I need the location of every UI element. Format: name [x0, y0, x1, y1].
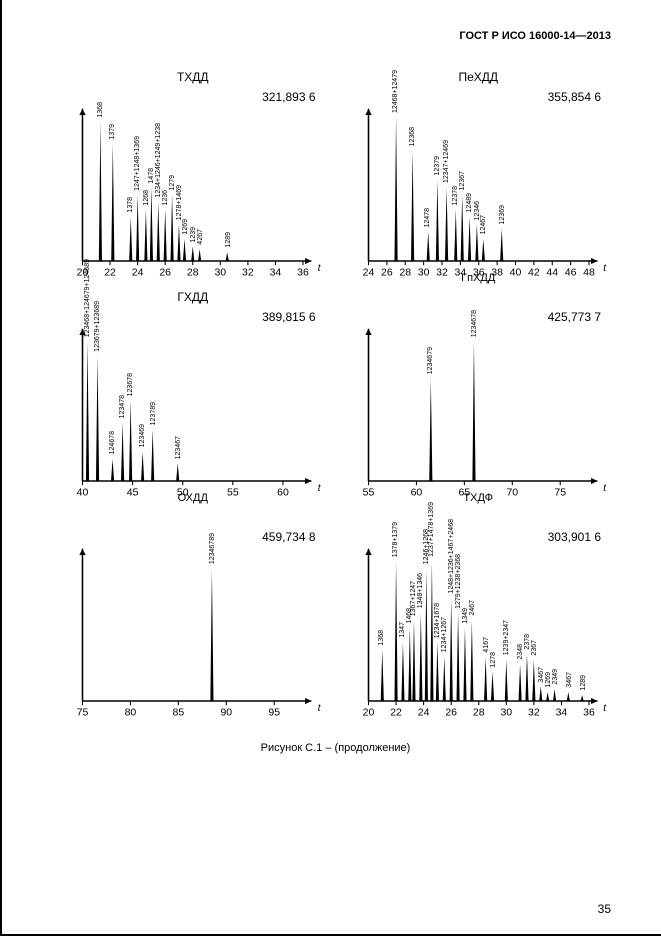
- chart-mass-label: 459,734 8: [262, 530, 315, 544]
- peak-label: 12369: [499, 205, 506, 224]
- chart-mass-label: 389,815 6: [262, 310, 315, 324]
- chart-mass-label: 321,893 6: [262, 90, 315, 104]
- peak-label: 12346789: [209, 533, 216, 564]
- peak-label: 1347: [399, 622, 406, 638]
- charts-grid: 20 22 24 26 28 30 32 34 36 ТХДД 321,893 6 t 1368 137…: [60, 72, 611, 722]
- svg-text:26: 26: [159, 267, 171, 279]
- peak-label: 2349: [552, 669, 559, 685]
- peak-label: 124678: [109, 431, 116, 454]
- svg-text:24: 24: [132, 267, 144, 279]
- peak-label: 1289: [225, 232, 232, 248]
- peak-label: 123679+123689: [94, 301, 101, 352]
- peak-label: 1349: [462, 608, 469, 624]
- peak-label: 1278+1469: [176, 185, 183, 220]
- peak-label: 12367: [459, 171, 466, 190]
- document-header: ГОСТ Р ИСО 16000-14—2013: [60, 30, 611, 42]
- chart-bottom-title: ОХДД: [60, 492, 326, 504]
- peak-label: 1368: [97, 102, 104, 118]
- peak-label: 1348+1346: [417, 573, 424, 608]
- peak-label: 1379: [109, 124, 116, 140]
- svg-text:75: 75: [77, 707, 89, 719]
- peak-label: 1378+1379: [392, 522, 399, 557]
- peak-label: 123478: [119, 395, 126, 418]
- chromatogram-chart: 5560657075 425,773 7tТХДФ12346791234678: [346, 292, 612, 502]
- svg-text:30: 30: [500, 707, 512, 719]
- svg-text:28: 28: [187, 267, 199, 279]
- peak-label: 2367: [531, 640, 538, 656]
- peak-label: 1368: [378, 630, 385, 646]
- chart-title: ТХДД: [60, 70, 326, 84]
- peak-label: 2467: [469, 600, 476, 616]
- peak-label: 12379: [434, 156, 441, 175]
- svg-text:36: 36: [297, 267, 309, 279]
- peak-label: 1269: [182, 219, 189, 235]
- peak-label: 12368: [409, 127, 416, 146]
- svg-text:36: 36: [583, 707, 595, 719]
- peak-label: 1234+1267: [441, 617, 448, 652]
- peak-label: 1378: [127, 197, 134, 213]
- svg-text:34: 34: [270, 267, 282, 279]
- x-axis-label: t: [318, 703, 321, 714]
- peak-label: 3467: [566, 672, 573, 688]
- peak-label: 12489: [466, 193, 473, 212]
- peak-label: 1234+1678: [434, 603, 441, 638]
- peak-label: 1234678: [471, 310, 478, 337]
- svg-text:28: 28: [472, 707, 484, 719]
- peak-label: 4167: [483, 637, 490, 653]
- peak-label: 4267: [197, 229, 204, 245]
- svg-text:22: 22: [390, 707, 402, 719]
- chromatogram-chart: 20 22 24 26 28 30 32 34 36 303,901 6 t 1368 1378+13…: [346, 512, 612, 722]
- chromatogram-chart: 75 80 85 90 95 459,734 8 t 12346789: [60, 512, 326, 722]
- svg-text:95: 95: [268, 707, 280, 719]
- peak-label: 1237+1478+1369: [428, 502, 435, 557]
- svg-text:85: 85: [173, 707, 185, 719]
- chart-mass-label: 425,773 7: [548, 310, 601, 324]
- chart-title: ПеХДД: [346, 70, 612, 84]
- peak-label: 12478: [424, 208, 431, 227]
- chromatogram-chart: 4045505560 ГХДД389,815 6tОХДД123468+1246…: [60, 292, 326, 502]
- peak-label: 1278: [490, 652, 497, 668]
- chromatogram-chart: 24262830323436384042444648 ПеХДД355,854 …: [346, 72, 612, 282]
- svg-text:34: 34: [555, 707, 567, 719]
- peak-label: 123789: [150, 402, 157, 425]
- peak-label: 1248+1236+1467+2468: [448, 519, 455, 594]
- svg-text:24: 24: [417, 707, 429, 719]
- x-axis-label: t: [318, 263, 321, 274]
- peak-label: 12467: [480, 215, 487, 234]
- figure-caption: Рисунок С.1 – (продолжение): [60, 742, 611, 754]
- peak-label: 1279+1238+2368: [455, 554, 462, 609]
- chart-mass-label: 355,854 6: [548, 90, 601, 104]
- svg-text:80: 80: [125, 707, 137, 719]
- page-number: 35: [598, 902, 611, 916]
- chart-mass-label: 303,901 6: [548, 530, 601, 544]
- peak-label: 1247+1248+1369: [134, 136, 141, 191]
- svg-text:26: 26: [445, 707, 457, 719]
- peak-label: 123467: [175, 436, 182, 459]
- chart-bottom-title: ТХДФ: [346, 492, 612, 504]
- peak-label: 123469: [139, 424, 146, 447]
- svg-text:30: 30: [214, 267, 226, 279]
- peak-label: 1289: [580, 675, 587, 691]
- peak-label: 1239+2347: [503, 620, 510, 655]
- svg-text:22: 22: [104, 267, 116, 279]
- peak-label: 1234+1246+1249+1238: [155, 123, 162, 198]
- peak-label: 1234679: [427, 347, 434, 374]
- x-axis-label: t: [603, 703, 606, 714]
- peak-label: 1268: [143, 190, 150, 206]
- peak-label: 12347+12469: [443, 140, 450, 183]
- svg-text:32: 32: [242, 267, 254, 279]
- chart-bottom-title: ГпХДД: [346, 272, 612, 284]
- svg-text:20: 20: [362, 707, 374, 719]
- peak-label: 12468+12479: [392, 70, 399, 113]
- chromatogram-chart: 202224262830323436 ТХДД321,893 6t1368137…: [60, 72, 326, 282]
- svg-text:32: 32: [528, 707, 540, 719]
- peak-label: 1236: [162, 190, 169, 206]
- peak-label: 123678: [127, 373, 134, 396]
- svg-text:90: 90: [220, 707, 232, 719]
- peak-label: 123468+124679+124689: [84, 259, 91, 337]
